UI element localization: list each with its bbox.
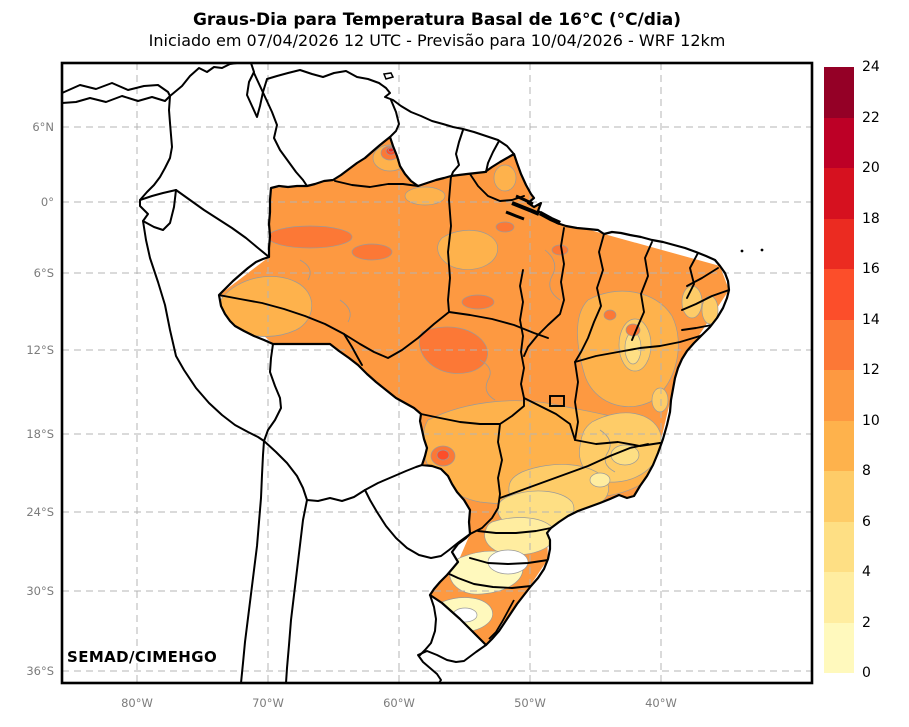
x-tick-label: 40°W xyxy=(645,696,677,710)
colorbar-band-8-10 xyxy=(824,420,854,471)
x-tick-label: 80°W xyxy=(121,696,153,710)
contour-patch-12-14 xyxy=(461,294,495,310)
border-colombia-peru xyxy=(175,189,270,258)
border-bolivia-argentina xyxy=(306,489,366,502)
contour-patch-4-6 xyxy=(610,444,640,466)
contour-patch-12-14 xyxy=(495,221,515,233)
colorbar-band-14-16 xyxy=(824,269,854,320)
source-watermark: SEMAD/CIMEHGO xyxy=(67,648,218,666)
border-venezuela-guyana xyxy=(389,99,400,138)
border-ecuador-peru xyxy=(142,189,177,231)
x-tick-label: 70°W xyxy=(252,696,284,710)
x-tick-label: 50°W xyxy=(514,696,546,710)
map-subtitle: Iniciado em 07/04/2026 12 UTC - Previsão… xyxy=(148,31,726,50)
contour-patch-12-14 xyxy=(603,309,617,321)
y-tick-label: 6°N xyxy=(32,120,54,134)
contour-patch-12-14 xyxy=(419,326,488,374)
colorbar-band-18-20 xyxy=(824,168,854,219)
colorbar-tick-label: 6 xyxy=(862,513,871,530)
contour-patch-16-18 xyxy=(388,147,394,153)
brazil-border xyxy=(217,135,731,647)
colorbar-tick-label: 0 xyxy=(862,665,871,681)
map-title: Graus-Dia para Temperatura Basal de 16°C… xyxy=(192,10,682,30)
colorbar-tick-label: 8 xyxy=(862,463,871,479)
y-tick-label: 18°S xyxy=(26,427,54,441)
contour-line xyxy=(299,259,311,281)
contour-patch-14-16 xyxy=(436,449,450,461)
contour-line xyxy=(479,359,496,401)
contour-patch-8-10 xyxy=(493,164,517,192)
border-paraguay-argentina xyxy=(364,489,471,559)
colorbar-tick-label: 10 xyxy=(862,412,880,429)
contour-fill-layer xyxy=(219,137,729,645)
border-colombia-venezuela xyxy=(253,72,308,187)
contour-patch-2-4 xyxy=(589,472,611,488)
contour-line xyxy=(599,429,616,473)
contour-patch-12-14 xyxy=(267,225,353,249)
amazon-river-mouth xyxy=(505,194,561,226)
colorbar-band-10-12 xyxy=(824,370,854,421)
x-tick-label: 60°W xyxy=(383,696,415,710)
border-suriname-guiana xyxy=(485,140,500,173)
colorbar-band-20-22 xyxy=(824,117,854,168)
y-tick-label: 30°S xyxy=(26,584,54,598)
colorbar xyxy=(824,67,854,673)
y-tick-label: 6°S xyxy=(33,266,54,280)
colorbar-tick-label: 12 xyxy=(862,362,880,378)
colorbar-band-2-4 xyxy=(824,572,854,623)
colorbar-band-0-2 xyxy=(824,622,854,673)
panama-isthmus xyxy=(61,82,171,104)
y-tick-label: 0° xyxy=(40,195,54,209)
contour-patch-6-8 xyxy=(651,387,669,413)
contour-patch-no-data xyxy=(487,549,529,575)
contour-patch-12-14 xyxy=(351,243,393,261)
patos-lagoon xyxy=(488,599,515,640)
contour-line xyxy=(544,249,561,301)
contour-line xyxy=(339,299,351,323)
contour-patch-8-10 xyxy=(404,186,446,206)
map-frame xyxy=(60,61,814,685)
colorbar-tick-label: 2 xyxy=(862,614,871,631)
border-bolivia-paraguay xyxy=(364,464,423,491)
state-borders xyxy=(219,173,729,589)
colorbar-band-22-24 xyxy=(824,67,854,118)
coastline-pacific xyxy=(139,95,265,684)
colorbar-tick-label: 4 xyxy=(862,564,871,580)
border-argentina-uruguay xyxy=(419,594,437,656)
atlantic-islands xyxy=(740,248,764,253)
colorbar-tick-label: 18 xyxy=(862,210,880,227)
coastline-north xyxy=(169,62,514,154)
border-chile-argentina xyxy=(285,499,308,684)
colorbar-tick-label: 24 xyxy=(862,59,880,75)
y-tick-label: 12°S xyxy=(26,343,54,357)
contour-patch-8-10 xyxy=(437,229,498,270)
distrito-federal-outline xyxy=(549,395,565,407)
colorbar-band-16-18 xyxy=(824,218,854,269)
trinidad-island xyxy=(382,72,395,80)
colorbar-tick-label: 14 xyxy=(862,311,880,328)
colorbar-tick-label: 16 xyxy=(862,261,880,277)
border-guyana-suriname xyxy=(450,129,464,178)
contour-patch-12-14 xyxy=(551,244,569,256)
colorbar-band-6-8 xyxy=(824,471,854,522)
colorbar-band-4-6 xyxy=(824,521,854,572)
colorbar-tick-label: 20 xyxy=(862,160,880,176)
border-peru-bolivia xyxy=(263,343,282,442)
y-tick-label: 24°S xyxy=(26,505,54,519)
border-bolivia-chile xyxy=(263,440,308,501)
y-tick-label: 36°S xyxy=(26,664,54,678)
colorbar-band-12-14 xyxy=(824,319,854,370)
colorbar-tick-label: 22 xyxy=(862,109,880,126)
coastline-south-atlantic xyxy=(417,644,487,684)
border-ecuador-colombia xyxy=(139,189,177,201)
